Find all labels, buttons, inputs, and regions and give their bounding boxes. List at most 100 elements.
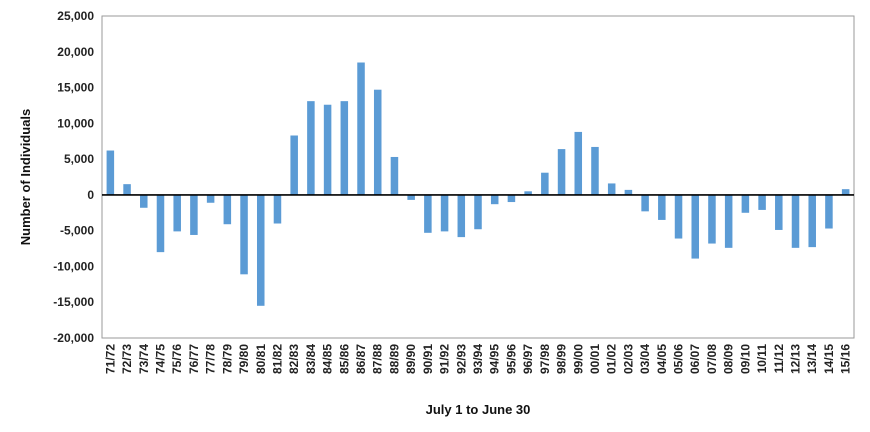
bar: [541, 172, 549, 195]
x-tick-label: 05/06: [672, 344, 686, 374]
bar: [424, 194, 432, 233]
y-tick-label: 20,000: [57, 45, 94, 59]
bar: [440, 194, 449, 232]
bar: [574, 131, 583, 195]
bar: [357, 62, 365, 195]
y-tick-label: -20,000: [53, 331, 94, 345]
bar: [373, 89, 382, 195]
bar: [240, 194, 248, 275]
x-tick-label: 90/91: [421, 344, 435, 374]
bar: [307, 101, 315, 195]
bar: [524, 191, 532, 195]
bar: [123, 184, 131, 195]
bar: [708, 194, 716, 244]
x-tick-label: 71/72: [103, 344, 117, 374]
x-tick-label: 81/82: [270, 344, 284, 374]
bar: [741, 194, 750, 213]
x-tick-label: 76/77: [187, 344, 201, 374]
y-tick-label: 25,000: [57, 9, 94, 23]
x-tick-label: 87/88: [371, 344, 385, 374]
bar: [591, 146, 599, 195]
x-tick-label: 91/92: [438, 344, 452, 374]
y-tick-label: 5,000: [64, 152, 94, 166]
x-tick-label: 85/86: [337, 344, 351, 374]
x-tick-label: 06/07: [688, 344, 702, 374]
x-tick-label: 73/74: [137, 344, 151, 374]
x-tick-label: 92/93: [454, 344, 468, 374]
plot-area: [101, 15, 855, 339]
bar: [507, 194, 516, 203]
x-tick-label: 88/89: [387, 344, 401, 374]
x-tick-label: 99/00: [571, 344, 585, 374]
x-tick-label: 84/85: [321, 344, 335, 374]
x-tick-label: 74/75: [153, 344, 167, 374]
x-axis-tick-labels: 71/72 72/73 73/74 74/75 75/76 76/77 77/78 78/79…: [103, 344, 852, 374]
x-tick-label: 80/81: [254, 344, 268, 374]
bar: [340, 101, 349, 195]
y-tick-label: -15,000: [53, 295, 94, 309]
y-tick-label: -10,000: [53, 259, 94, 273]
bar: [474, 194, 482, 230]
x-tick-label: 14/15: [822, 344, 836, 374]
x-tick-label: 95/96: [504, 344, 518, 374]
x-tick-label: 93/94: [471, 344, 485, 374]
y-tick-label: 10,000: [57, 116, 94, 130]
x-tick-label: 75/76: [170, 344, 184, 374]
x-tick-label: 11/12: [772, 344, 786, 374]
y-axis-tick-labels: 25,000 20,000 15,000 10,000 5,000 0 -5,000 -10,…: [53, 9, 94, 345]
bar: [691, 194, 700, 259]
bar: [758, 194, 766, 210]
y-tick-label: 0: [87, 188, 94, 202]
x-tick-label: 79/80: [237, 344, 251, 374]
bar: [607, 183, 616, 195]
x-axis-title: July 1 to June 30: [426, 402, 531, 417]
x-tick-label: 82/83: [287, 344, 301, 374]
x-tick-label: 86/87: [354, 344, 368, 374]
bar: [407, 194, 415, 200]
bar: [775, 194, 783, 230]
y-tick-label: 15,000: [57, 81, 94, 95]
bar: [140, 194, 148, 208]
x-tick-label: 77/78: [204, 344, 218, 374]
bar: [256, 194, 265, 306]
bar-series: [106, 62, 850, 306]
bar: [791, 194, 800, 248]
bar: [106, 150, 115, 195]
x-tick-label: 83/84: [304, 344, 318, 374]
bar: [724, 194, 733, 248]
x-tick-label: 13/14: [805, 344, 819, 374]
x-tick-label: 12/13: [789, 344, 803, 374]
x-tick-label: 01/02: [605, 344, 619, 374]
x-tick-label: 07/08: [705, 344, 719, 374]
x-tick-label: 04/05: [655, 344, 669, 374]
bar: [156, 194, 165, 253]
bar: [290, 135, 298, 195]
x-tick-label: 00/01: [588, 344, 602, 374]
x-tick-label: 98/99: [555, 344, 569, 374]
bar: [206, 194, 215, 203]
x-tick-label: 15/16: [839, 344, 853, 374]
bar: [825, 194, 833, 229]
x-tick-label: 89/90: [404, 344, 418, 374]
x-tick-label: 02/03: [621, 344, 635, 374]
bar: [841, 189, 850, 195]
bar: [323, 104, 332, 195]
x-tick-label: 03/04: [638, 344, 652, 374]
bar: [223, 194, 232, 225]
bar: [190, 194, 198, 235]
bar: [641, 194, 649, 212]
bar: [457, 194, 466, 238]
bar: [557, 149, 566, 195]
x-tick-label: 10/11: [755, 344, 769, 374]
x-tick-label: 96/97: [521, 344, 535, 374]
bar: [658, 194, 666, 220]
bar: [808, 194, 816, 248]
x-tick-label: 08/09: [722, 344, 736, 374]
x-tick-label: 94/95: [488, 344, 502, 374]
y-axis-title: Number of Individuals: [18, 109, 33, 246]
bar: [173, 194, 181, 232]
x-tick-label: 78/79: [220, 344, 234, 374]
bar: [490, 194, 499, 205]
x-tick-label: 97/98: [538, 344, 552, 374]
